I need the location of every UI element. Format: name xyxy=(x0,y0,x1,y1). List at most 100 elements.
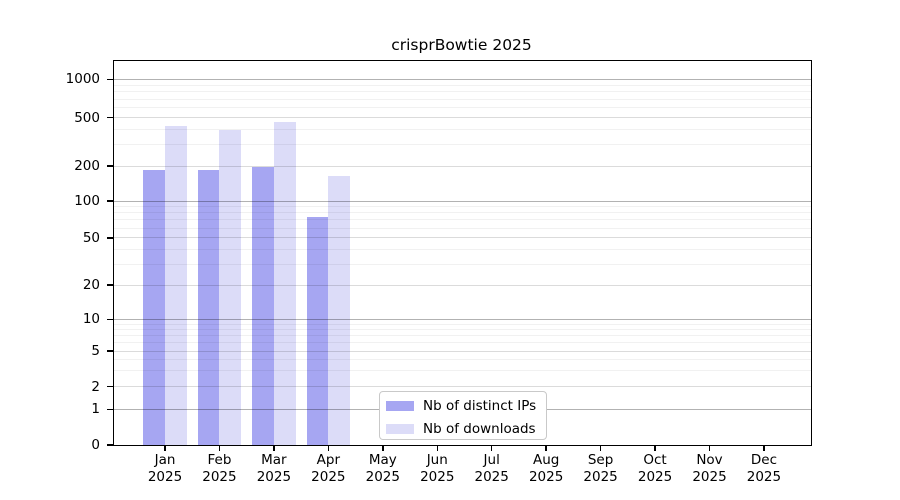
legend-label-downloads: Nb of downloads xyxy=(423,420,536,437)
x-tick-mark-jun xyxy=(436,446,438,451)
downloads-bar-feb xyxy=(219,130,242,445)
y-tick-mark-0 xyxy=(107,444,114,446)
month-label: Jun xyxy=(426,452,448,468)
x-tick-label-sep: Sep 2025 xyxy=(573,452,629,486)
gridline-2 xyxy=(114,386,811,388)
year-label: 2025 xyxy=(692,469,727,485)
gridline-200 xyxy=(114,165,811,167)
gridline-60 xyxy=(114,227,811,229)
month-label: Mar xyxy=(261,452,287,468)
month-label: Jan xyxy=(154,452,176,468)
legend-label-distinct-ips: Nb of distinct IPs xyxy=(423,397,537,414)
year-label: 2025 xyxy=(637,469,673,485)
gridline-900 xyxy=(114,84,811,86)
month-label: Sep xyxy=(587,452,614,468)
year-label: 2025 xyxy=(256,469,292,485)
y-tick-mark-200 xyxy=(107,165,114,167)
x-tick-mark-apr xyxy=(327,446,330,451)
x-tick-mark-jan xyxy=(164,446,166,451)
gridline-800 xyxy=(114,91,811,93)
gridline-400 xyxy=(114,128,811,130)
gridline-90 xyxy=(114,206,811,208)
distinct-ips-bar-jan xyxy=(143,169,165,445)
y-tick-mark-10 xyxy=(107,318,114,321)
legend-entry-downloads: Nb of downloads xyxy=(386,419,546,438)
y-tick-mark-2 xyxy=(107,385,114,388)
y-tick-label-1000: 1000 xyxy=(65,71,100,88)
x-tick-label-oct: Oct 2025 xyxy=(627,452,683,486)
distinct-ips-swatch xyxy=(386,400,414,411)
downloads-bar-apr xyxy=(328,175,351,445)
year-label: 2025 xyxy=(746,469,782,485)
x-tick-label-jan: Jan 2025 xyxy=(137,452,193,486)
y-tick-label-2: 2 xyxy=(91,378,100,395)
y-tick-mark-20 xyxy=(107,284,114,286)
gridline-40 xyxy=(114,248,811,250)
y-tick-mark-50 xyxy=(107,237,114,239)
year-label: 2025 xyxy=(528,469,564,485)
y-tick-label-100: 100 xyxy=(74,193,100,209)
gridline-1000 xyxy=(114,78,811,80)
x-tick-mark-jul xyxy=(490,446,493,451)
x-tick-mark-feb xyxy=(218,446,221,451)
month-label: Feb xyxy=(207,452,232,468)
month-label: May xyxy=(368,452,397,468)
y-tick-label-0: 0 xyxy=(91,437,100,453)
y-tick-label-1: 1 xyxy=(91,401,100,418)
chart-title: crisprBowtie 2025 xyxy=(391,36,532,54)
gridline-7 xyxy=(114,335,811,337)
legend: Nb of distinct IPs Nb of downloads xyxy=(379,391,547,440)
gridline-4 xyxy=(114,359,811,361)
gridline-8 xyxy=(114,329,811,330)
y-tick-mark-1 xyxy=(107,408,114,411)
year-label: 2025 xyxy=(202,469,237,485)
plot-area: 0 1 2 5 10 20 50 100 200 500 1000 Jan 2025 Feb 2025 Mar… xyxy=(66,60,812,485)
x-tick-label-jul: Jul 2025 xyxy=(464,452,520,486)
distinct-ips-bar-apr xyxy=(306,216,329,445)
x-tick-mark-mar xyxy=(273,446,275,451)
gridline-20 xyxy=(114,284,811,286)
gridline-80 xyxy=(114,212,811,214)
y-tick-label-5: 5 xyxy=(91,343,100,359)
y-tick-label-200: 200 xyxy=(74,158,100,174)
x-tick-label-feb: Feb 2025 xyxy=(191,452,247,486)
month-label: Nov xyxy=(696,452,723,468)
x-tick-label-apr: Apr 2025 xyxy=(300,452,356,486)
downloads-swatch xyxy=(386,423,414,434)
year-label: 2025 xyxy=(147,469,183,485)
gridline-3 xyxy=(114,370,811,372)
legend-entry-distinct-ips: Nb of distinct IPs xyxy=(386,396,546,415)
y-tick-mark-100 xyxy=(107,200,114,202)
month-label: Oct xyxy=(643,452,667,468)
gridline-100 xyxy=(114,200,811,202)
year-label: 2025 xyxy=(474,469,509,485)
gridline-600 xyxy=(114,107,811,109)
y-tick-mark-5 xyxy=(107,350,114,352)
gridline-70 xyxy=(114,219,811,221)
x-tick-label-mar: Mar 2025 xyxy=(246,452,302,486)
y-tick-label-50: 50 xyxy=(82,229,100,246)
gridline-9 xyxy=(114,323,811,325)
x-tick-label-aug: Aug 2025 xyxy=(518,452,574,486)
x-tick-label-jun: Jun 2025 xyxy=(409,452,465,486)
gridline-30 xyxy=(114,263,811,265)
x-tick-mark-sep xyxy=(599,446,602,451)
gridline-6 xyxy=(114,342,811,344)
gridline-300 xyxy=(114,144,811,146)
x-tick-label-may: May 2025 xyxy=(355,452,411,486)
gridline-700 xyxy=(114,98,811,100)
ticks-layer: 0 1 2 5 10 20 50 100 200 500 1000 Jan 2025 Feb 2025 Mar… xyxy=(66,61,811,485)
x-tick-label-nov: Nov 2025 xyxy=(682,452,738,486)
downloads-bar-jan xyxy=(165,125,187,445)
gridline-500 xyxy=(114,117,811,119)
gridline-50 xyxy=(114,237,811,239)
x-tick-mark-nov xyxy=(708,446,711,451)
x-tick-mark-may xyxy=(382,446,384,451)
y-tick-mark-1000 xyxy=(107,78,114,81)
y-tick-label-10: 10 xyxy=(82,311,100,328)
month-label: Dec xyxy=(750,452,777,468)
month-label: Aug xyxy=(532,452,560,468)
x-tick-mark-dec xyxy=(763,446,765,451)
distinct-ips-bar-feb xyxy=(197,169,220,445)
